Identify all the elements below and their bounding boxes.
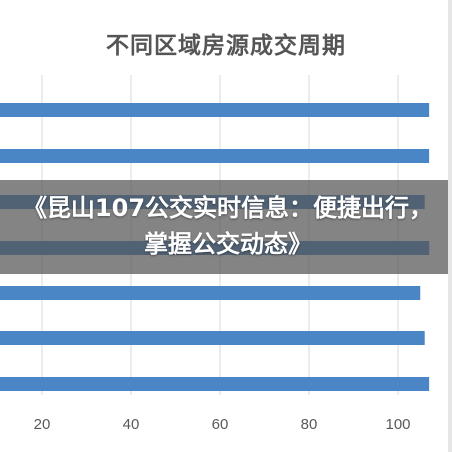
- bar: [0, 103, 430, 117]
- page-edge: [448, 0, 452, 452]
- bar: [0, 331, 425, 345]
- bar: [0, 286, 421, 300]
- x-tick-label: 60: [212, 416, 229, 433]
- x-tick-label: 20: [34, 416, 51, 433]
- headline-text: 《昆山107公交实时信息：便捷出行，掌握公交动态》: [22, 194, 434, 258]
- x-tick-label: 40: [123, 416, 140, 433]
- headline-banner: [0, 180, 452, 274]
- x-tick-label: 100: [385, 416, 410, 433]
- bar: [0, 377, 430, 391]
- chart-title: 不同区域房源成交周期: [106, 32, 346, 58]
- x-tick-label: 80: [301, 416, 318, 433]
- x-axis-ticks: 20 40 60 80 100: [34, 416, 411, 433]
- bar: [0, 149, 430, 163]
